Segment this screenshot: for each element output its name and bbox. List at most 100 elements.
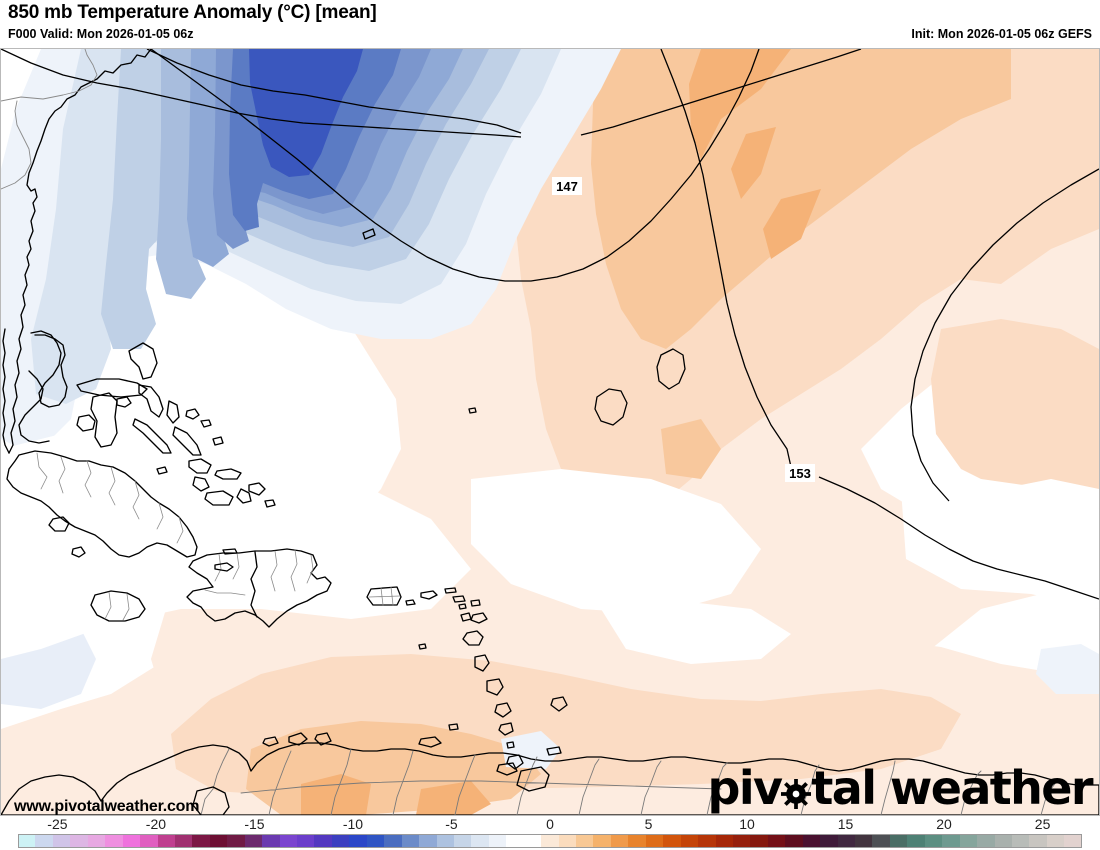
border-guyana — [800, 760, 1058, 815]
coast-aruba — [262, 736, 279, 747]
colorbar-swatch — [227, 834, 245, 848]
coast-martinique — [486, 678, 504, 696]
colorbar-swatch — [541, 834, 559, 848]
map-svg: 147 153 — [1, 49, 1099, 815]
coast-virgin-islands — [420, 590, 438, 600]
coast-rum-cay — [200, 419, 212, 428]
colorbar-swatch — [1046, 834, 1065, 848]
colorbar-tick-label: 10 — [739, 816, 755, 832]
contour-label-153: 153 — [785, 464, 815, 482]
contour-line-far-east — [910, 168, 1099, 502]
coast-acklins — [192, 476, 210, 492]
colorbar-swatch — [628, 834, 646, 848]
contour-layer — [1, 49, 1099, 600]
colorbar-swatch — [802, 834, 821, 848]
colorbar-swatch — [262, 834, 280, 848]
contour-line-147 — [1, 49, 522, 138]
shade-cool-15 — [249, 49, 363, 177]
coast-cat-island — [166, 400, 180, 424]
coast-isla-juventud — [48, 516, 70, 532]
coast-puerto-rico — [366, 586, 402, 606]
contour-label-147: 147 — [552, 177, 582, 195]
coast-mayaguana — [214, 468, 242, 480]
logo-text-part1: piv — [707, 761, 783, 815]
shade-warm-6 — [689, 49, 791, 159]
colorbar-swatch — [366, 834, 385, 848]
coast-bahama-small2 — [156, 466, 168, 475]
page-title-text: 850 mb Temperature Anomaly (°C) [mean] — [8, 2, 377, 23]
contour-line-mid — [150, 49, 760, 282]
colorbar-swatch — [453, 834, 472, 848]
coast-florida-keys — [30, 330, 68, 408]
shade-warm-6c — [763, 189, 821, 259]
contour-line-153-east — [818, 476, 1099, 600]
coast-st-kitts — [460, 612, 472, 622]
coast-long-island — [172, 426, 202, 456]
contour-closed-small-2 — [656, 348, 686, 390]
coast-eleuthera — [138, 384, 164, 418]
coast-turks — [248, 482, 266, 496]
init-time-label: Init: Mon 2026-01-05 06z GEFS — [911, 27, 1092, 41]
coast-cuba — [6, 450, 198, 558]
map-header: 850 mb Temperature Anomaly (°C) [mean] F… — [0, 0, 1100, 48]
colorbar-swatches — [18, 834, 1082, 848]
colorbar-swatch — [576, 834, 594, 848]
colorbar-swatch — [1064, 834, 1082, 848]
coast-jamaica — [90, 590, 146, 622]
coast-newprovidence — [116, 396, 132, 408]
coast-crooked — [188, 458, 212, 474]
colorbar-swatch — [994, 834, 1012, 848]
coast-us-southeast — [8, 49, 152, 454]
coast-st-barts — [458, 603, 467, 610]
colorbar-tick-label: -25 — [47, 816, 68, 832]
colorbar-swatch — [942, 834, 960, 848]
border-cuba-provinces — [36, 452, 184, 544]
colorbar-swatch — [331, 834, 350, 848]
colorbar-swatch — [192, 834, 210, 848]
colorbar-swatch — [907, 834, 925, 848]
gear-sun-icon — [781, 779, 812, 809]
colorbar-swatch — [1029, 834, 1047, 848]
colorbar-swatch — [506, 834, 524, 848]
colorbar-swatch — [732, 834, 751, 848]
colorbar-swatch — [157, 834, 175, 848]
border-colombia-venezuela — [200, 748, 230, 815]
coast-andros — [90, 392, 118, 448]
coast-st-lucia — [494, 702, 512, 718]
colorbar-tick-label: -15 — [244, 816, 265, 832]
colorbar-swatch — [663, 834, 681, 848]
coast-florida-bay — [18, 370, 50, 444]
coast-hispaniola — [186, 548, 332, 628]
colorbar-swatch — [855, 834, 873, 848]
contour-line-147-east — [580, 49, 862, 136]
colorbar-swatch — [820, 834, 838, 848]
colorbar-swatch — [610, 834, 629, 848]
shade-neutral-lesser — [601, 601, 791, 664]
colorbar-swatch — [471, 834, 489, 848]
colorbar-tick-label: -5 — [445, 816, 458, 832]
coast-bermuda-like-1 — [362, 228, 376, 240]
colorbar-swatch — [767, 834, 786, 848]
valid-time-label: F000 Valid: Mon 2026-01-05 06z — [8, 27, 194, 41]
map-canvas[interactable]: 147 153 — [0, 48, 1100, 816]
colorbar-swatch — [959, 834, 978, 848]
colorbar-swatch — [523, 834, 542, 848]
shade-cool-pocket-se — [1036, 644, 1099, 694]
colorbar-tick-label: 15 — [837, 816, 854, 832]
colorbar[interactable]: -25 -20 -15 -10 -5 0 5 10 15 20 25 — [0, 816, 1100, 850]
colorbar-swatch — [174, 834, 193, 848]
border-dr-provinces — [270, 549, 314, 592]
colorbar-swatch — [1011, 834, 1030, 848]
colorbar-swatch — [87, 834, 106, 848]
border-jamaica-parishes — [104, 591, 130, 621]
colorbar-swatch — [837, 834, 855, 848]
colorbar-swatch — [750, 834, 768, 848]
coast-st-vincent — [498, 722, 514, 736]
coast-grenadines — [506, 741, 515, 749]
colorbar-swatch — [209, 834, 228, 848]
colorbar-swatch — [349, 834, 367, 848]
shade-warm-6d — [661, 419, 721, 479]
lake-small-fl — [71, 546, 86, 558]
coast-tortue — [222, 548, 238, 555]
coast-barbuda — [470, 599, 481, 607]
